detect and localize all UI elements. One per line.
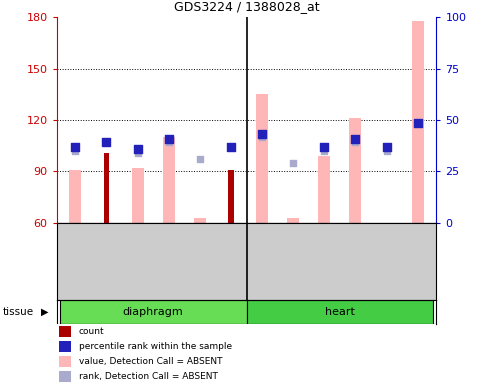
- Bar: [246, 300, 433, 324]
- Bar: [60, 300, 246, 324]
- Text: count: count: [79, 327, 105, 336]
- Text: ▶: ▶: [40, 307, 48, 317]
- Point: [196, 156, 204, 162]
- Point: [165, 136, 173, 142]
- Bar: [59, 326, 71, 337]
- Point: [352, 139, 359, 145]
- Text: value, Detection Call = ABSENT: value, Detection Call = ABSENT: [79, 357, 222, 366]
- Point: [227, 144, 235, 151]
- Bar: [59, 356, 71, 367]
- Point: [134, 149, 141, 156]
- Point: [258, 131, 266, 137]
- Bar: [194, 218, 206, 223]
- Point: [414, 120, 422, 126]
- Bar: [59, 371, 71, 382]
- Bar: [246, 300, 433, 324]
- Text: GDS3224 / 1388028_at: GDS3224 / 1388028_at: [174, 0, 319, 13]
- Point: [103, 139, 110, 145]
- Point: [289, 160, 297, 166]
- Point: [383, 148, 390, 154]
- Bar: [228, 170, 234, 223]
- Bar: [59, 341, 71, 352]
- Point: [383, 144, 390, 151]
- Point: [320, 144, 328, 151]
- Bar: [60, 300, 246, 324]
- Text: heart: heart: [325, 307, 355, 317]
- Bar: [104, 152, 109, 223]
- Bar: [256, 94, 268, 223]
- Text: rank, Detection Call = ABSENT: rank, Detection Call = ABSENT: [79, 372, 217, 381]
- Point: [352, 136, 359, 142]
- Point: [258, 134, 266, 140]
- Bar: [350, 118, 361, 223]
- Point: [71, 148, 79, 154]
- Bar: [163, 137, 175, 223]
- Bar: [132, 168, 143, 223]
- Point: [165, 139, 173, 145]
- Text: percentile rank within the sample: percentile rank within the sample: [79, 342, 232, 351]
- Bar: [287, 218, 299, 223]
- Point: [134, 146, 141, 152]
- Text: tissue: tissue: [2, 307, 34, 317]
- Bar: [318, 156, 330, 223]
- Text: diaphragm: diaphragm: [123, 307, 183, 317]
- Point: [320, 148, 328, 154]
- Point: [71, 144, 79, 151]
- Bar: [70, 170, 81, 223]
- Bar: [412, 21, 423, 223]
